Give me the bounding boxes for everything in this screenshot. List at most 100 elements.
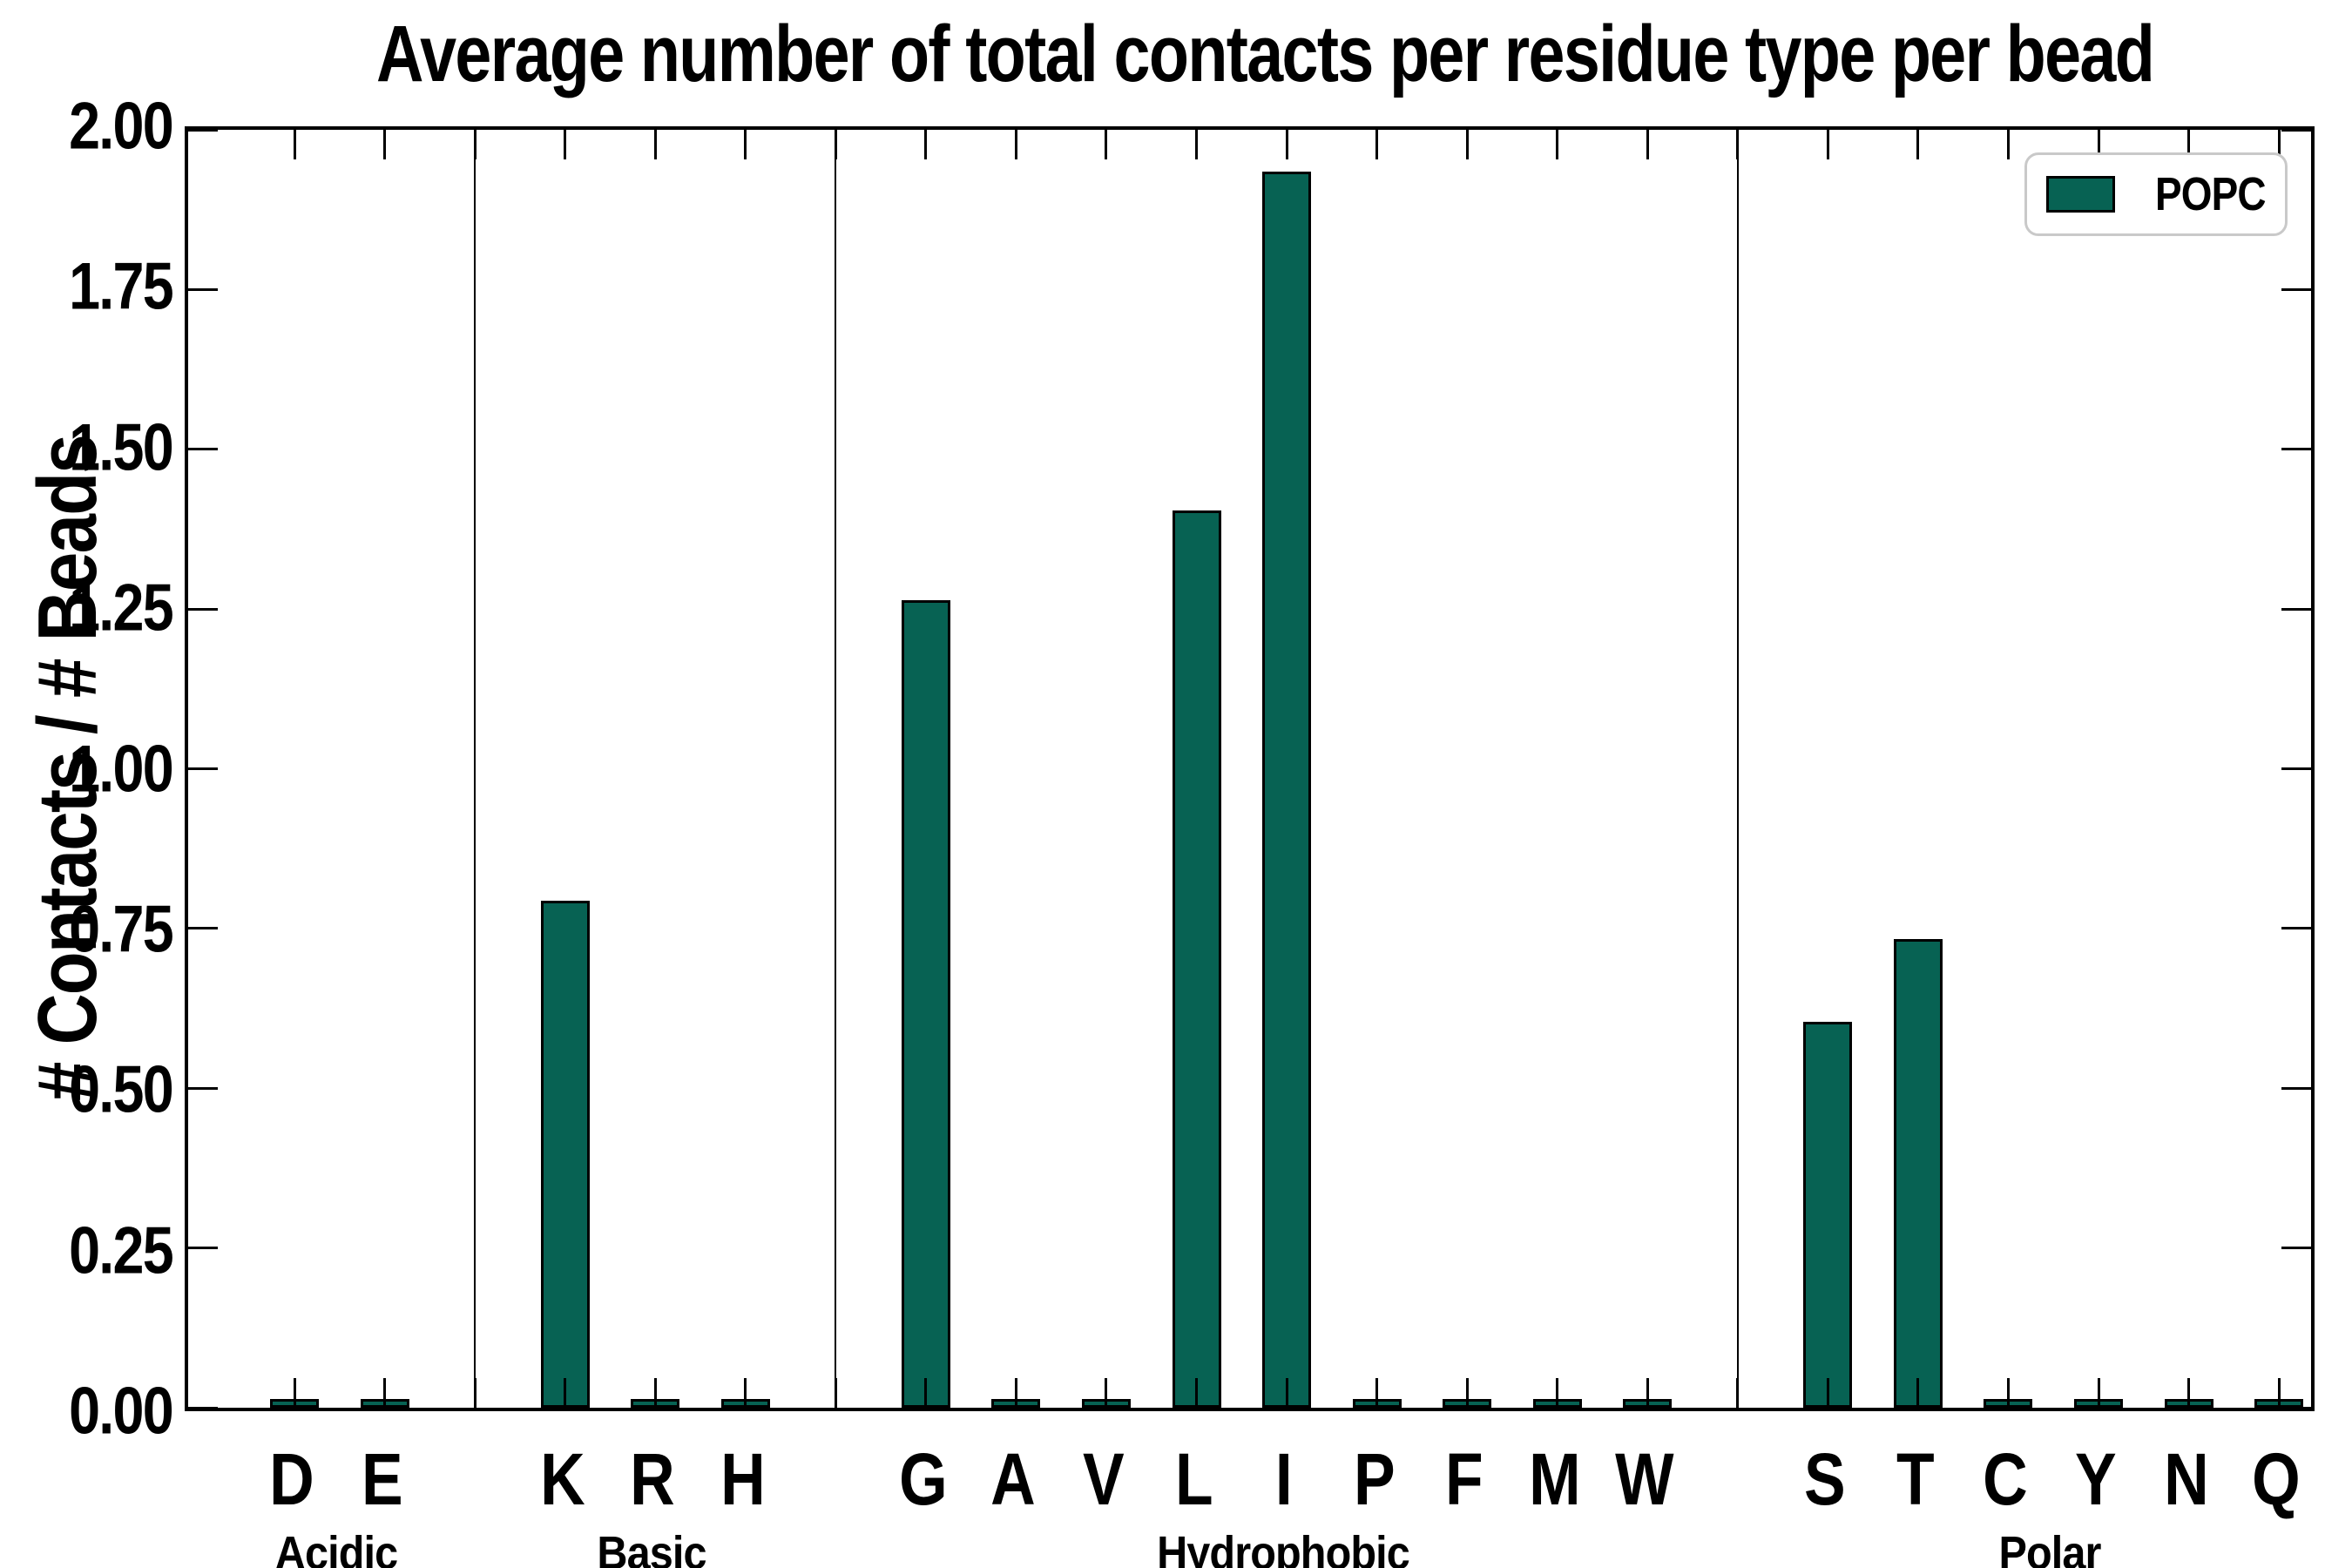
group-separator — [474, 130, 476, 1408]
x-tick-label-Y: Y — [2075, 1438, 2117, 1520]
y-tick — [2281, 927, 2311, 930]
x-tick — [653, 130, 657, 159]
x-tick-label-H: H — [720, 1438, 766, 1520]
y-tick — [2281, 1086, 2311, 1090]
y-tick — [2281, 767, 2311, 770]
x-tick — [1105, 1378, 1108, 1408]
chart-title: Average number of total contacts per res… — [376, 10, 2155, 98]
legend: POPC — [2024, 152, 2288, 236]
y-tick — [188, 448, 218, 451]
x-tick-label-R: R — [630, 1438, 675, 1520]
x-tick — [1465, 130, 1469, 159]
y-tick — [2281, 128, 2311, 132]
y-tick — [188, 1406, 218, 1409]
x-tick — [1014, 1378, 1017, 1408]
group-label-Acidic: Acidic — [274, 1527, 398, 1568]
x-tick — [1105, 130, 1108, 159]
group-label-Basic: Basic — [597, 1527, 707, 1568]
y-tick — [188, 1247, 218, 1250]
x-tick-label-A: A — [990, 1438, 1036, 1520]
x-tick — [1646, 130, 1649, 159]
x-tick-label-L: L — [1174, 1438, 1213, 1520]
x-tick — [1736, 1378, 1740, 1408]
x-tick-label-P: P — [1353, 1438, 1396, 1520]
bar-T — [1893, 938, 1943, 1408]
legend-label: POPC — [2154, 168, 2267, 220]
y-tick — [188, 128, 218, 132]
y-tick — [2281, 1406, 2311, 1409]
y-tick-label-0.00: 0.00 — [69, 1374, 174, 1449]
x-tick — [383, 130, 387, 159]
x-tick — [1375, 1378, 1379, 1408]
x-tick-label-W: W — [1615, 1438, 1673, 1520]
x-tick — [2277, 1378, 2281, 1408]
x-tick-label-S: S — [1804, 1438, 1846, 1520]
x-tick — [1465, 1378, 1469, 1408]
x-tick-label-F: F — [1445, 1438, 1484, 1520]
x-tick — [2187, 130, 2191, 159]
group-label-Polar: Polar — [1998, 1527, 2102, 1568]
x-tick — [1916, 1378, 1920, 1408]
y-tick-label-1.00: 1.00 — [69, 732, 174, 806]
x-tick — [1195, 1378, 1198, 1408]
x-tick-label-N: N — [2163, 1438, 2209, 1520]
bar-G — [901, 599, 950, 1408]
group-label-Hydrophobic: Hydrophobic — [1157, 1527, 1410, 1568]
x-tick — [653, 1378, 657, 1408]
x-tick — [293, 1378, 296, 1408]
y-tick-labels: 2.00 1.75 1.50 1.25 1.00 0.75 0.50 0.25 0.00 — [0, 90, 174, 1449]
x-tick — [1014, 130, 1017, 159]
group-separator — [1736, 130, 1739, 1408]
x-tick — [834, 1378, 837, 1408]
x-tick — [473, 1378, 476, 1408]
bar-L — [1172, 510, 1221, 1408]
x-tick — [1916, 130, 1920, 159]
x-tick — [924, 130, 928, 159]
y-tick — [2281, 448, 2311, 451]
y-tick — [188, 1086, 218, 1090]
x-tick — [1375, 130, 1379, 159]
x-tick-label-E: E — [361, 1438, 403, 1520]
y-tick-label-1.25: 1.25 — [69, 571, 174, 645]
y-tick-label-0.25: 0.25 — [69, 1213, 174, 1288]
x-tick — [2277, 130, 2281, 159]
bar-S — [1803, 1021, 1853, 1408]
x-tick — [2006, 1378, 2010, 1408]
y-tick — [188, 767, 218, 770]
bar-K — [540, 900, 590, 1408]
x-tick-label-G: G — [898, 1438, 948, 1520]
x-tick — [1736, 130, 1740, 159]
x-tick — [1646, 1378, 1649, 1408]
bar-I — [1262, 172, 1312, 1408]
x-tick-label-V: V — [1082, 1438, 1125, 1520]
x-tick-label-D: D — [269, 1438, 314, 1520]
y-tick-label-1.75: 1.75 — [69, 249, 174, 324]
x-tick — [1556, 1378, 1559, 1408]
y-tick — [188, 607, 218, 611]
x-tick — [1556, 130, 1559, 159]
x-tick-label-M: M — [1528, 1438, 1580, 1520]
y-tick — [188, 927, 218, 930]
x-tick — [2006, 130, 2010, 159]
y-tick — [2281, 1247, 2311, 1250]
plot-area: POPC — [185, 126, 2315, 1411]
x-tick — [293, 130, 296, 159]
x-tick — [383, 1378, 387, 1408]
x-tick-label-T: T — [1896, 1438, 1935, 1520]
y-tick — [2281, 607, 2311, 611]
x-tick-label-I: I — [1274, 1438, 1293, 1520]
y-tick — [2281, 287, 2311, 291]
y-tick-label-1.50: 1.50 — [69, 410, 174, 485]
x-tick — [473, 130, 476, 159]
y-tick — [188, 287, 218, 291]
y-tick-label-2.00: 2.00 — [69, 89, 174, 164]
x-tick-label-Q: Q — [2252, 1438, 2301, 1520]
x-tick — [2187, 1378, 2191, 1408]
x-tick — [2097, 130, 2100, 159]
y-tick-label-0.50: 0.50 — [69, 1052, 174, 1127]
x-tick — [1826, 1378, 1829, 1408]
x-tick — [744, 1378, 747, 1408]
x-tick-label-C: C — [1983, 1438, 2029, 1520]
legend-swatch — [2046, 176, 2115, 213]
x-tick — [564, 1378, 567, 1408]
